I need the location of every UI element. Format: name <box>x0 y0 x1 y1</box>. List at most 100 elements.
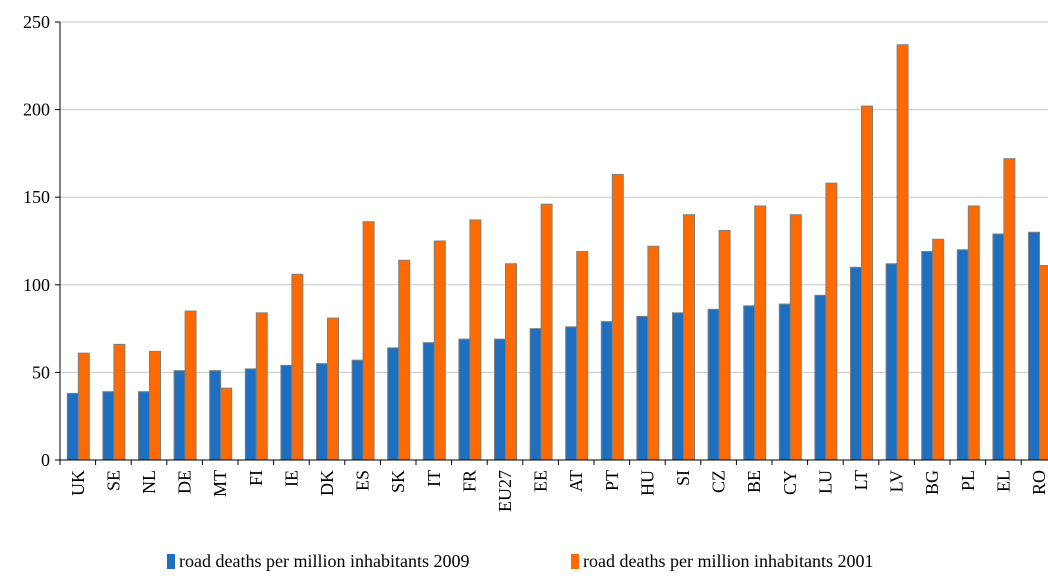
bar-2001-bg <box>932 238 945 461</box>
bar-2009-ie <box>280 364 293 461</box>
bar-2001-uk <box>77 352 90 461</box>
legend-label-2001: road deaths per million inhabitants 2001 <box>583 551 873 571</box>
legend-swatch-2009 <box>167 554 175 569</box>
y-tick-label: 150 <box>23 187 50 207</box>
x-tick-label-lu: LU <box>815 470 835 494</box>
bar-2001-ee <box>540 203 553 461</box>
x-tick-label-fr: FR <box>459 470 479 492</box>
bar-2001-de <box>184 310 197 461</box>
x-tick-label-ro: RO <box>1029 470 1048 495</box>
x-tick-label-sk: SK <box>388 470 408 493</box>
x-tick-labels: UK SE NL DE MT FI IE DK ES SK IT FR EU27 EE AT PT HU SI CZ… <box>68 470 1048 512</box>
x-tick-label-hu: HU <box>637 470 657 496</box>
x-tick-label-se: SE <box>103 470 123 491</box>
x-tick-label-pl: PL <box>958 470 978 491</box>
bar-2001-nl <box>149 350 161 461</box>
x-tick-label-uk: UK <box>68 470 88 496</box>
x-tick-label-ie: IE <box>281 470 301 487</box>
bar-2009-si <box>672 312 684 461</box>
bar-2001-cz <box>718 229 731 461</box>
bar-2009-se <box>102 391 115 461</box>
x-tick-label-es: ES <box>353 470 373 491</box>
x-tick-label-de: DE <box>175 470 195 494</box>
bar-2001-el <box>1003 158 1016 461</box>
bar-2001-sk <box>398 259 411 461</box>
x-tick-label-dk: DK <box>317 470 337 496</box>
bar-2001-eu27 <box>505 263 517 461</box>
y-tick-label: 250 <box>23 12 50 32</box>
bar-2009-lv <box>885 263 898 461</box>
y-tick-label: 100 <box>23 275 50 295</box>
bar-2001-ro <box>1039 265 1048 461</box>
bar-2001-at <box>576 251 589 461</box>
bar-2001-lt <box>861 105 873 461</box>
bar-2001-si <box>683 214 695 461</box>
y-tick-labels: 0 50 100 150 200 250 <box>23 12 50 470</box>
x-tick-label-fi: FI <box>246 470 266 486</box>
bar-2001-fr <box>469 219 482 461</box>
bar-2001-mt <box>220 387 233 461</box>
x-tick-label-cz: CZ <box>709 470 729 493</box>
x-tick-label-si: SI <box>673 470 693 486</box>
bar-2009-pl <box>956 249 969 461</box>
bar-2009-uk <box>66 392 79 461</box>
x-tick-label-cy: CY <box>780 470 800 495</box>
bar-2001-be <box>754 205 767 461</box>
bar-2009-lu <box>814 294 827 461</box>
bar-2001-es <box>362 221 375 461</box>
bar-2001-lv <box>896 44 909 461</box>
bar-2009-sk <box>387 347 400 461</box>
bar-2001-hu <box>647 245 660 461</box>
x-tick-label-nl: NL <box>139 470 159 494</box>
legend-swatch-2001 <box>571 554 579 569</box>
bar-2009-es <box>351 359 364 461</box>
bar-2009-lt <box>850 266 862 461</box>
bar-2001-cy <box>789 214 802 461</box>
bar-2009-be <box>743 305 756 461</box>
x-tick-label-eu27: EU27 <box>495 470 515 512</box>
y-tick-label: 200 <box>23 100 50 120</box>
x-tick-label-lt: LT <box>851 470 871 490</box>
bar-2009-mt <box>209 370 222 461</box>
bar-2009-el <box>992 233 1005 461</box>
x-tick-label-mt: MT <box>210 470 230 497</box>
bar-2009-pt <box>600 321 613 461</box>
bar-2009-fr <box>458 338 471 461</box>
bar-2009-dk <box>316 363 328 461</box>
x-tick-label-at: AT <box>566 470 586 492</box>
bar-2009-eu27 <box>494 338 506 461</box>
bar-2009-bg <box>921 251 934 461</box>
legend-label-2009: road deaths per million inhabitants 2009 <box>179 551 469 571</box>
x-tick-label-pt: PT <box>602 470 622 491</box>
bar-2009-fi <box>244 368 257 461</box>
x-tick-label-el: EL <box>993 470 1013 492</box>
bar-2001-ie <box>291 273 304 461</box>
x-tick-label-ee: EE <box>531 470 551 492</box>
bar-2001-se <box>113 343 126 461</box>
bar-2009-de <box>173 370 186 461</box>
bar-2009-ro <box>1028 231 1040 461</box>
bar-2009-cy <box>778 303 791 461</box>
bar-2001-lu <box>825 182 838 461</box>
x-tick-label-lv: LV <box>887 470 907 492</box>
bar-2009-at <box>565 326 578 461</box>
bar-2009-ee <box>529 328 542 461</box>
axes <box>55 21 1048 465</box>
gridlines <box>60 21 1048 373</box>
bar-2001-it <box>433 240 446 461</box>
bar-2009-nl <box>138 391 150 461</box>
legend: road deaths per million inhabitants 2009… <box>167 551 873 571</box>
bar-2001-pt <box>611 173 624 461</box>
bar-2009-hu <box>636 315 649 461</box>
bars <box>66 44 1048 461</box>
bar-2001-fi <box>255 312 268 461</box>
bar-2009-cz <box>707 308 720 461</box>
bar-2009-it <box>422 342 435 461</box>
y-tick-label: 0 <box>41 450 50 470</box>
bar-2001-dk <box>327 317 339 461</box>
bar-2001-pl <box>967 205 980 461</box>
x-tick-label-be: BE <box>744 470 764 493</box>
y-tick-label: 50 <box>32 362 50 382</box>
x-tick-label-it: IT <box>424 470 444 487</box>
